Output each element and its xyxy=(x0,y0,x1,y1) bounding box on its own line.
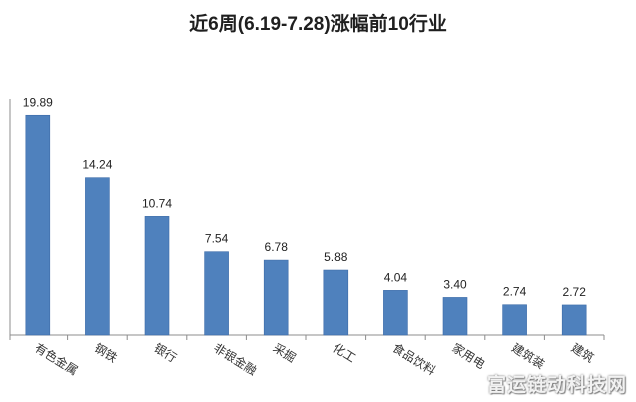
chart-value-labels: 19.89 14.24 10.74 7.54 6.78 5.88 4.04 3.40 2.74 2… xyxy=(23,95,586,299)
bar xyxy=(85,177,110,336)
data-label: 2.74 xyxy=(503,285,527,299)
data-label: 19.89 xyxy=(23,95,53,109)
bar xyxy=(323,269,349,336)
x-tick-label: 银行 xyxy=(151,341,179,366)
data-label: 4.04 xyxy=(384,270,408,284)
x-tick-label: 化工 xyxy=(330,341,358,366)
bar xyxy=(442,297,468,336)
x-tick-label: 家用电 xyxy=(449,340,487,372)
x-tick-label: 食品饮料 xyxy=(390,340,439,378)
x-tick-label: 有色金属 xyxy=(32,340,81,378)
bar xyxy=(25,114,51,336)
data-label: 14.24 xyxy=(82,158,112,172)
chart-bars xyxy=(25,114,587,336)
data-label: 5.88 xyxy=(324,250,348,264)
data-label: 7.54 xyxy=(205,232,229,246)
bar xyxy=(383,290,408,336)
watermark: 富运链动科技网 xyxy=(487,375,628,396)
x-tick-label: 非银金融 xyxy=(211,340,260,378)
bar xyxy=(561,304,587,336)
data-label: 3.40 xyxy=(443,277,467,291)
bar xyxy=(144,216,170,336)
data-label: 6.78 xyxy=(265,240,289,254)
x-tick-label: 采掘 xyxy=(271,340,299,365)
data-label: 10.74 xyxy=(142,196,172,210)
x-tick-label: 建筑装 xyxy=(509,340,547,372)
x-tick-label: 建筑 xyxy=(569,340,597,365)
bar xyxy=(263,259,289,336)
bar xyxy=(502,304,527,336)
data-label: 2.72 xyxy=(563,285,587,299)
chart-title: 近6周(6.19-7.28)涨幅前10行业 xyxy=(189,14,447,35)
bar xyxy=(204,251,229,336)
x-tick-label: 钢铁 xyxy=(92,341,120,366)
